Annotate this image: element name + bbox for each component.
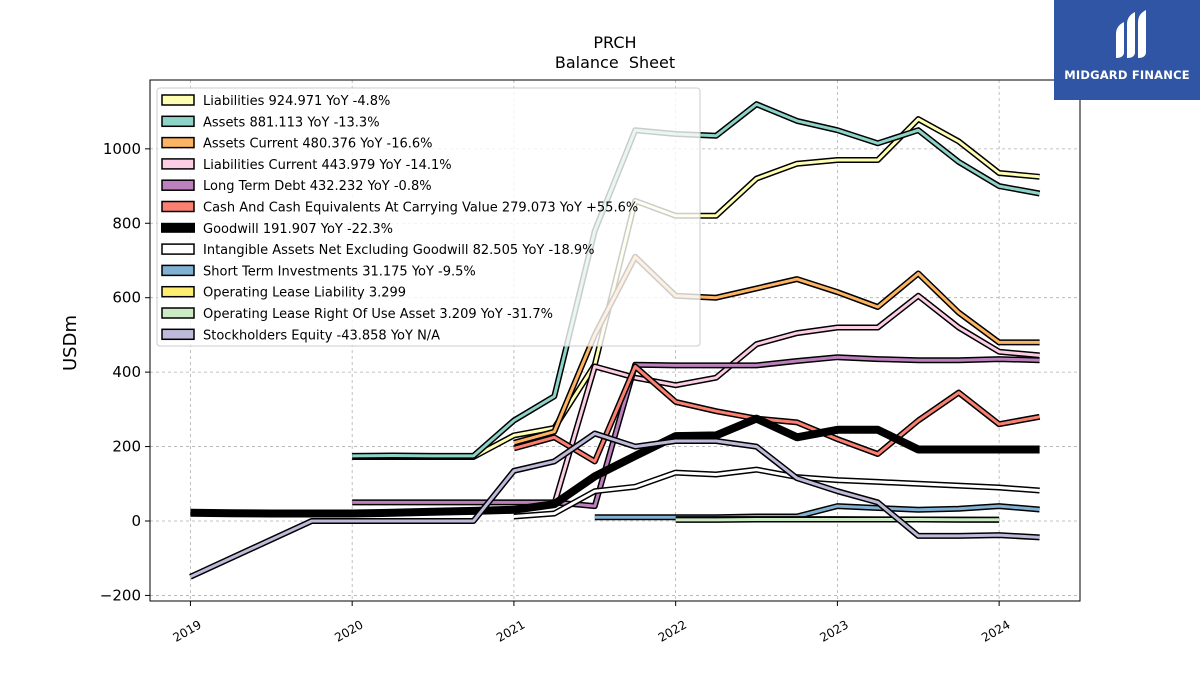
x-tick-label: 2023 xyxy=(817,617,850,644)
series-stroke xyxy=(189,432,1040,579)
legend-item: Cash And Cash Equivalents At Carrying Va… xyxy=(161,200,638,216)
legend-label: Liabilities 924.971 YoY -4.8% xyxy=(203,94,390,109)
legend-label: Long Term Debt 432.232 YoY -0.8% xyxy=(203,179,432,194)
series-stroke xyxy=(190,414,1040,518)
legend-item: Short Term Investments 31.175 YoY -9.5% xyxy=(161,264,476,279)
legend-label: Intangible Assets Net Excluding Goodwill… xyxy=(203,243,594,258)
y-axis-label: USDm xyxy=(60,315,81,371)
logo-text: MIDGARD FINANCE xyxy=(1064,68,1190,82)
chart-title: PRCH xyxy=(593,33,636,52)
x-tick-label: 2020 xyxy=(332,617,365,644)
chart-subtitle: Balance Sheet xyxy=(555,53,675,72)
legend-label: Assets Current 480.376 YoY -16.6% xyxy=(203,137,433,152)
legend-label: Operating Lease Liability 3.299 xyxy=(203,286,406,301)
legend-swatch xyxy=(161,328,195,341)
x-tick-label: 2021 xyxy=(494,617,527,644)
legend-box xyxy=(156,87,701,347)
legend-label: Stockholders Equity -43.858 YoY N/A xyxy=(203,328,440,343)
series-line xyxy=(189,430,1040,580)
legend-item: Operating Lease Liability 3.299 xyxy=(161,285,406,301)
y-tick-label: 200 xyxy=(112,438,141,456)
legend-label: Goodwill 191.907 YoY -22.3% xyxy=(203,222,393,237)
legend-swatch xyxy=(161,158,195,170)
series-line xyxy=(594,503,1040,521)
legend-item: Liabilities Current 443.979 YoY -14.1% xyxy=(161,158,452,173)
legend-label: Cash And Cash Equivalents At Carrying Va… xyxy=(203,201,638,216)
legend-label: Liabilities Current 443.979 YoY -14.1% xyxy=(203,158,452,173)
legend-item: Operating Lease Right Of Use Asset 3.209… xyxy=(161,307,553,322)
y-tick-label: −200 xyxy=(100,586,141,604)
legend-swatch xyxy=(161,285,195,298)
legend-swatch xyxy=(161,243,195,255)
legend-label: Operating Lease Right Of Use Asset 3.209… xyxy=(203,307,553,322)
series-line xyxy=(513,363,1041,465)
series-stroke xyxy=(552,294,1040,505)
y-tick-label: 0 xyxy=(131,512,141,530)
series-line xyxy=(551,292,1040,506)
x-tick-label: 2019 xyxy=(170,617,203,644)
legend-label: Short Term Investments 31.175 YoY -9.5% xyxy=(203,264,476,279)
midgard-finance-logo: MIDGARD FINANCE xyxy=(1054,0,1200,100)
series-line xyxy=(190,414,1040,518)
legend-item: Long Term Debt 432.232 YoY -0.8% xyxy=(161,179,432,194)
legend: Liabilities 924.971 YoY -4.8% Assets 881.… xyxy=(156,87,701,347)
x-tick-label: 2022 xyxy=(656,617,689,644)
y-tick-label: 1000 xyxy=(103,140,141,158)
legend-swatch xyxy=(161,94,195,106)
legend-label: Assets 881.113 YoY -13.3% xyxy=(203,115,380,130)
logo-mark-icon xyxy=(1116,10,1146,58)
legend-swatch xyxy=(161,200,195,213)
legend-swatch xyxy=(161,222,195,233)
legend-swatch xyxy=(161,115,195,128)
series-stroke xyxy=(513,468,1040,518)
legend-swatch xyxy=(161,307,195,319)
series-line xyxy=(352,354,1040,510)
legend-item: Assets 881.113 YoY -13.3% xyxy=(161,115,380,130)
legend-swatch xyxy=(161,264,195,277)
legend-item: Goodwill 191.907 YoY -22.3% xyxy=(161,222,393,237)
y-tick-label: 400 xyxy=(112,363,141,381)
y-tick-label: 600 xyxy=(112,289,141,307)
series-outline xyxy=(189,430,1040,580)
legend-item: Assets Current 480.376 YoY -16.6% xyxy=(161,136,433,152)
legend-item: Stockholders Equity -43.858 YoY N/A xyxy=(161,328,440,343)
series-stroke xyxy=(594,504,1040,519)
legend-item: Intangible Assets Net Excluding Goodwill… xyxy=(161,243,594,258)
y-tick-label: 800 xyxy=(112,214,141,232)
series-stroke xyxy=(352,355,1040,508)
plot-frame xyxy=(149,79,1081,602)
legend-swatch xyxy=(161,179,195,191)
series-stroke xyxy=(513,365,1040,463)
legend-swatch xyxy=(161,136,195,149)
x-tick-label: 2024 xyxy=(979,617,1012,644)
series-line xyxy=(513,466,1040,520)
legend-item: Liabilities 924.971 YoY -4.8% xyxy=(161,94,390,109)
